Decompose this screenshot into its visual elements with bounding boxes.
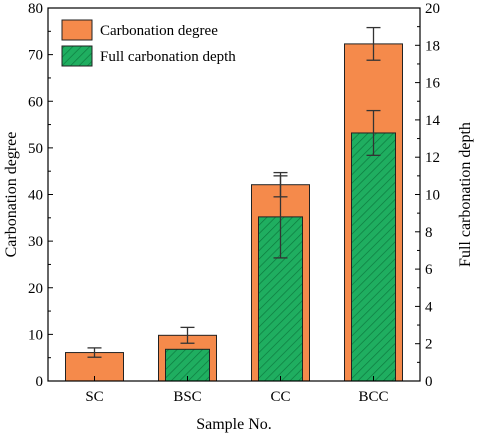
error-bar-carbonation-degree-BCC: [366, 26, 381, 61]
y-tick-label: 0: [36, 374, 44, 390]
y2-tick-label: 12: [425, 150, 440, 166]
bars-layer: [65, 26, 403, 382]
y2-axis-title: Full carbonation depth: [457, 122, 474, 267]
error-bar-full-carbonation-depth-BCC: [366, 109, 381, 156]
legend-swatch-carbonation-degree: [61, 19, 93, 41]
x-tick-label-BCC: BCC: [358, 389, 388, 405]
y2-tick-label: 10: [425, 188, 440, 204]
bar-full-carbonation-depth-BCC: [351, 132, 396, 382]
legend-label-full-carbonation-depth: Full carbonation depth: [100, 49, 236, 65]
y-tick-label: 50: [28, 141, 43, 157]
axes-layer: 0 10 20 30 40 50 60 70 80 0 2 4 6 8 10 12 14 16 18 20 SC BSC C…: [3, 1, 474, 433]
y-tick-label: 30: [28, 234, 43, 250]
x-tick-label-BSC: BSC: [173, 389, 201, 405]
y-tick-label: 60: [28, 94, 43, 110]
y2-tick-label: 16: [425, 76, 441, 92]
legend: Carbonation degree Full carbonation depth: [61, 19, 236, 67]
y-tick-label: 20: [28, 281, 43, 297]
y-tick-label: 70: [28, 48, 43, 64]
x-tick-label-CC: CC: [270, 389, 290, 405]
y-tick-label: 80: [28, 1, 43, 17]
y2-tick-label: 18: [425, 38, 440, 54]
x-tick-label-SC: SC: [85, 389, 103, 405]
legend-swatch-full-carbonation-depth: [61, 45, 93, 67]
bar-full-carbonation-depth-BSC: [165, 348, 210, 382]
error-bar-carbonation-degree-BSC: [180, 326, 195, 344]
x-axis-title: Sample No.: [196, 416, 272, 433]
y2-tick-label: 0: [425, 374, 433, 390]
y2-tick-label: 2: [425, 337, 433, 353]
y2-tick-label: 4: [425, 299, 433, 315]
error-bar-full-carbonation-depth-CC: [273, 175, 288, 259]
y2-tick-label: 14: [425, 113, 441, 129]
y2-tick-label: 8: [425, 225, 433, 241]
error-bar-carbonation-degree-SC: [87, 347, 102, 358]
y2-tick-label: 6: [425, 262, 433, 278]
y-tick-label: 10: [28, 327, 43, 343]
y-tick-label: 40: [28, 188, 43, 204]
legend-label-carbonation-degree: Carbonation degree: [100, 23, 218, 39]
y-axis-title: Carbonation degree: [3, 132, 20, 258]
y2-tick-label: 20: [425, 1, 440, 17]
